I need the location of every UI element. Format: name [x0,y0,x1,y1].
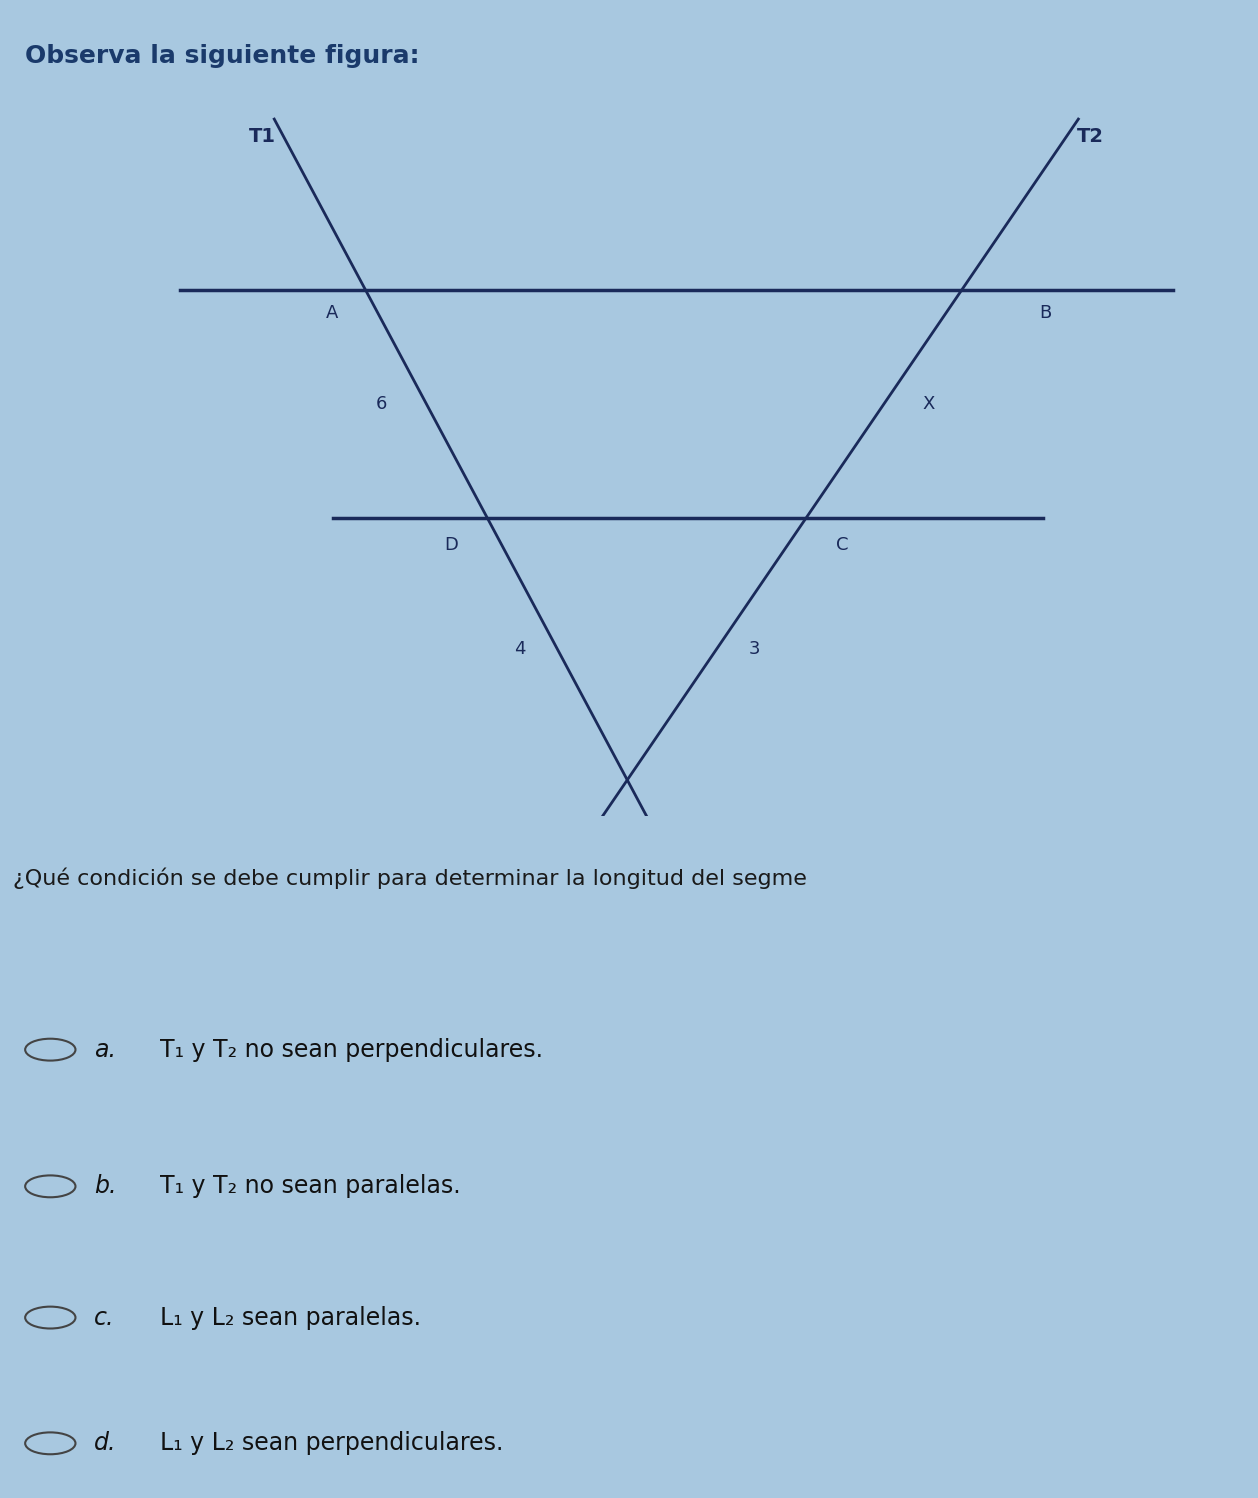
Text: L₁ y L₂ sean perpendiculares.: L₁ y L₂ sean perpendiculares. [145,1431,503,1456]
Text: Observa la siguiente figura:: Observa la siguiente figura: [25,45,420,69]
Text: 3: 3 [749,640,760,658]
Text: D: D [444,536,459,554]
Text: 4: 4 [513,640,525,658]
Text: X: X [923,394,935,413]
Text: T₁ y T₂ no sean paralelas.: T₁ y T₂ no sean paralelas. [145,1174,460,1198]
Text: a.: a. [94,1038,116,1062]
Text: ¿Qué condición se debe cumplir para determinar la longitud del segme: ¿Qué condición se debe cumplir para dete… [13,867,806,890]
Text: T2: T2 [1077,127,1103,147]
Text: 6: 6 [376,394,387,413]
Text: T₁ y T₂ no sean perpendiculares.: T₁ y T₂ no sean perpendiculares. [145,1038,542,1062]
Text: L₁ y L₂ sean paralelas.: L₁ y L₂ sean paralelas. [145,1306,420,1330]
Text: c.: c. [94,1306,114,1330]
Text: C: C [835,536,848,554]
Text: A: A [326,304,338,322]
Text: T1: T1 [249,127,276,147]
Text: b.: b. [94,1174,117,1198]
Text: B: B [1039,304,1052,322]
Text: d.: d. [94,1431,117,1456]
